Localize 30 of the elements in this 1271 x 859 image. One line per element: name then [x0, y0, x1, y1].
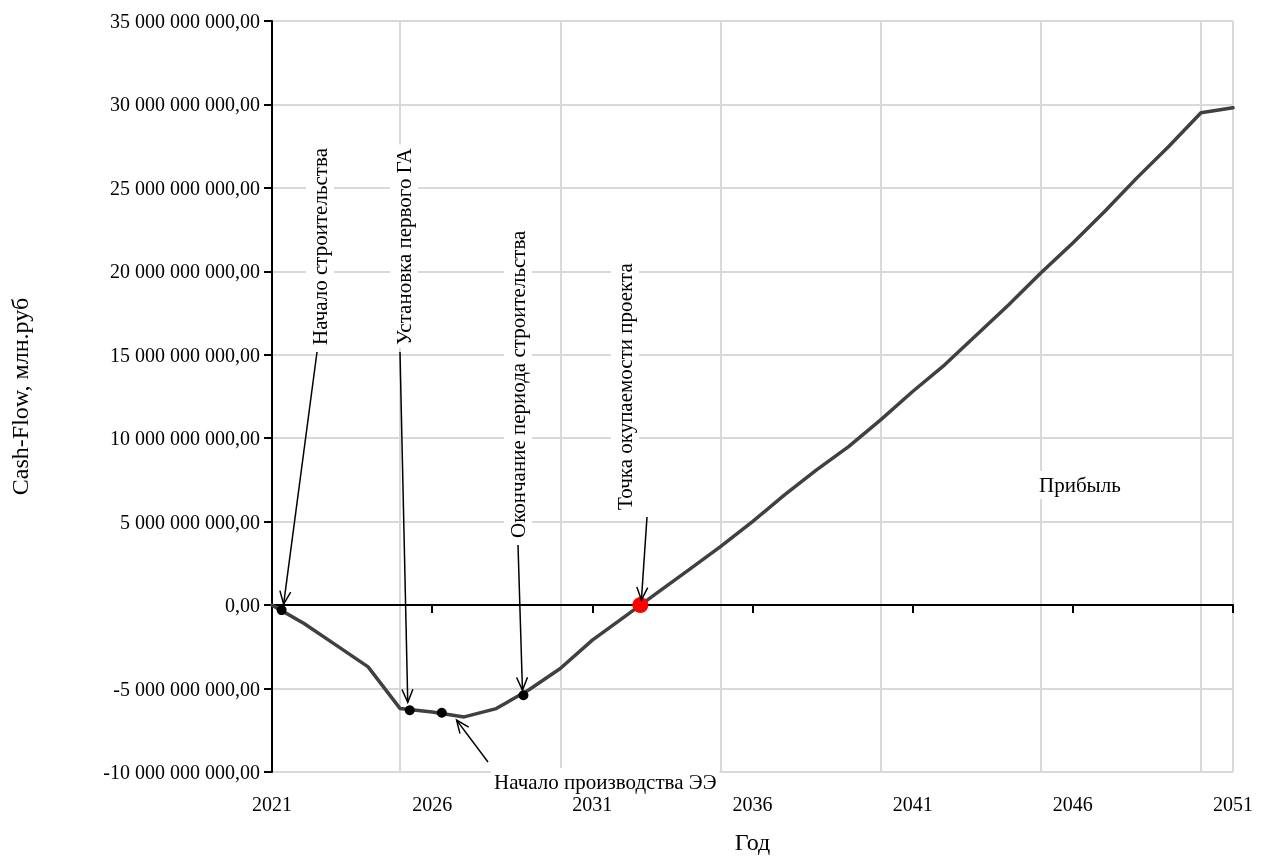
point: [518, 690, 529, 701]
point: [276, 605, 287, 616]
y-tick-label: 10 000 000 000,00: [110, 427, 260, 450]
annotation: Прибыль: [1039, 473, 1121, 497]
y-tick-label: -10 000 000 000,00: [103, 761, 260, 783]
annotation: Окончание периода строительства: [506, 229, 530, 538]
y-tick-label: 35 000 000 000,00: [110, 10, 260, 32]
point: [404, 705, 415, 716]
x-tick-label: 2021: [252, 793, 292, 815]
y-tick-label: 25 000 000 000,00: [110, 176, 260, 199]
x-tick-label: 2036: [732, 793, 773, 815]
point: [632, 597, 649, 614]
annotation: Начало строительства: [308, 147, 332, 345]
annotation: Установка первого ГА: [392, 147, 416, 345]
x-tick-label: 2051: [1213, 793, 1253, 815]
x-tick-label: 2026: [412, 793, 453, 815]
annotation: Начало производства ЭЭ: [494, 770, 717, 794]
x-tick-label: 2046: [1052, 793, 1093, 815]
annotation: Точка окупаемости проекта: [613, 262, 637, 510]
x-tick-label: 2041: [892, 793, 933, 815]
y-tick-label: 20 000 000 000,00: [110, 260, 260, 283]
x-tick-label: 2031: [572, 793, 613, 815]
y-tick-label: 30 000 000 000,00: [110, 93, 260, 116]
x-axis-title: Год: [734, 829, 771, 855]
point: [436, 707, 447, 718]
y-tick-label: 15 000 000 000,00: [110, 343, 260, 366]
y-tick-label: 5 000 000 000,00: [120, 510, 260, 533]
y-tick-label: -5 000 000 000,00: [113, 677, 260, 700]
y-axis-title: Cash-Flow, млн.руб: [7, 297, 33, 496]
y-tick-label: 0,00: [225, 594, 260, 617]
